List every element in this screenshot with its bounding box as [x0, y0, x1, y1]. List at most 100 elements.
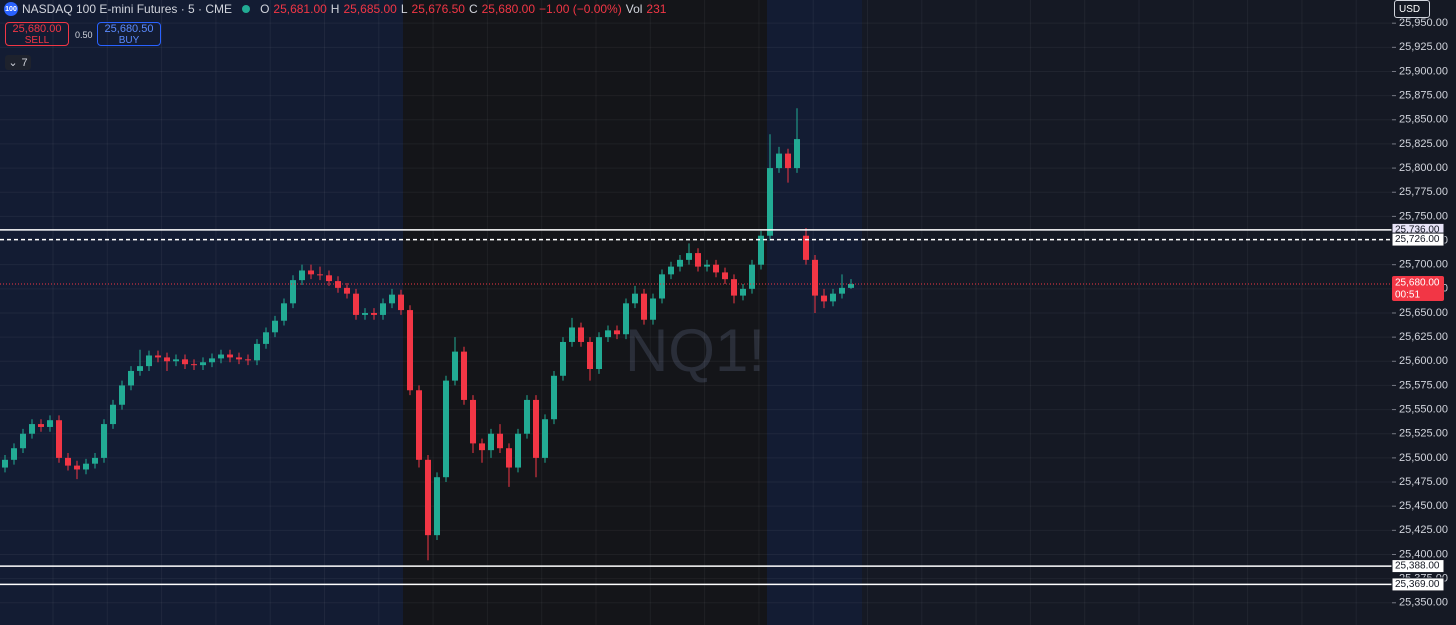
indicator-count: 7 — [21, 56, 28, 69]
candle-body — [2, 459, 8, 468]
level-label-bg — [1391, 232, 1445, 247]
level-label-bg — [1391, 577, 1445, 592]
candle-body — [776, 153, 782, 169]
level-label: 25,726.00 — [1395, 234, 1440, 245]
candle-body — [263, 332, 269, 344]
symbol-icon: 100 — [4, 2, 18, 16]
h-label: H — [330, 2, 340, 16]
y-tick-label: 25,575.00 — [1399, 379, 1448, 391]
candle-body — [551, 375, 557, 420]
candle-body — [218, 354, 224, 359]
level-label: 25,736.00 — [1395, 225, 1440, 236]
y-tick-label: 25,650.00 — [1399, 307, 1448, 319]
candle-body — [92, 457, 98, 464]
o-label: O — [260, 2, 270, 16]
candle-body — [380, 303, 386, 315]
candle-body — [254, 343, 260, 361]
candle-body — [578, 327, 584, 342]
candle-body — [200, 362, 206, 366]
candle-body — [632, 293, 638, 304]
candle-body — [803, 235, 809, 260]
candle-body — [686, 253, 692, 260]
y-tick-label: 25,750.00 — [1399, 210, 1448, 222]
sell-button[interactable]: 25,680.00 SELL — [5, 22, 69, 46]
buy-label: BUY — [118, 35, 140, 46]
y-tick-label: 25,550.00 — [1399, 403, 1448, 415]
y-tick-label: 25,500.00 — [1399, 452, 1448, 464]
candle-body — [668, 266, 674, 275]
chevron: ⌄ — [8, 57, 18, 69]
candle-body — [353, 293, 359, 315]
current-price-bg — [1392, 276, 1444, 302]
c-label: C — [468, 2, 478, 16]
y-tick-label: 25,425.00 — [1399, 524, 1448, 536]
l-value: 25,676.50 — [411, 2, 465, 16]
y-tick-label: 25,850.00 — [1399, 114, 1448, 126]
status-dot — [242, 5, 251, 13]
candle-body — [335, 281, 341, 288]
vol-label: Vol — [625, 2, 643, 16]
candle-body — [713, 264, 719, 273]
candle-body — [182, 359, 188, 365]
candle-body — [371, 312, 377, 315]
candle-body — [533, 399, 539, 458]
h-value: 25,685.00 — [343, 2, 397, 16]
l-label: L — [400, 2, 408, 16]
candle-body — [794, 139, 800, 169]
countdown: 00:51 — [1395, 290, 1420, 301]
candle-body — [119, 385, 125, 405]
candle-body — [407, 310, 413, 391]
y-tick-label: 25,775.00 — [1399, 186, 1448, 198]
level-label: 25,369.00 — [1395, 579, 1440, 590]
candle-body — [569, 327, 575, 342]
candle-body — [74, 465, 80, 470]
candle-body — [308, 270, 314, 275]
session-bg — [0, 0, 403, 625]
candle-body — [281, 303, 287, 321]
session-bg — [403, 0, 767, 625]
current-price-label: 25,680.00 — [1395, 278, 1440, 289]
session-bg — [862, 0, 1392, 625]
candle-body — [605, 330, 611, 338]
y-tick-label: 25,600.00 — [1399, 355, 1448, 367]
candle-body — [83, 463, 89, 470]
candle-body — [236, 357, 242, 360]
candle-body — [164, 357, 170, 362]
buy-button[interactable]: 25,680.50 BUY — [97, 22, 161, 46]
symbol[interactable]: NASDAQ 100 E-mini Futures · 5 · CME — [22, 2, 233, 16]
candle-body — [452, 351, 458, 381]
candle-body — [497, 433, 503, 449]
candle-body — [317, 274, 323, 276]
candle-body — [641, 293, 647, 320]
candle-body — [101, 424, 107, 458]
candle-body — [767, 168, 773, 236]
y-tick-label: 25,875.00 — [1399, 90, 1448, 102]
y-tick-label: 25,825.00 — [1399, 138, 1448, 150]
candle-body — [137, 366, 143, 371]
candle-body — [479, 443, 485, 451]
level-label-bg — [1391, 559, 1445, 574]
candle-body — [524, 399, 530, 434]
c-value: 25,680.00 — [481, 2, 535, 16]
buy-price: 25,680.50 — [104, 23, 154, 35]
candle-body — [488, 433, 494, 451]
candle-body — [128, 370, 134, 386]
vol-value: 231 — [646, 2, 667, 16]
spread: 0.50 — [75, 30, 93, 40]
sell-price: 25,680.00 — [12, 23, 62, 35]
y-tick-label: 25,950.00 — [1399, 17, 1448, 29]
candle-body — [830, 293, 836, 302]
candle-body — [695, 253, 701, 267]
indicators-toggle[interactable]: ⌄ 7 — [5, 55, 31, 70]
candle-body — [443, 380, 449, 478]
candle-body — [290, 280, 296, 304]
o-value: 25,681.00 — [273, 2, 327, 16]
currency-button[interactable]: USD — [1394, 0, 1430, 18]
candle-body — [65, 457, 71, 466]
candle-body — [758, 235, 764, 265]
candle-body — [38, 424, 44, 427]
candle-body — [434, 477, 440, 536]
candle-body — [740, 288, 746, 296]
candle-body — [11, 448, 17, 460]
